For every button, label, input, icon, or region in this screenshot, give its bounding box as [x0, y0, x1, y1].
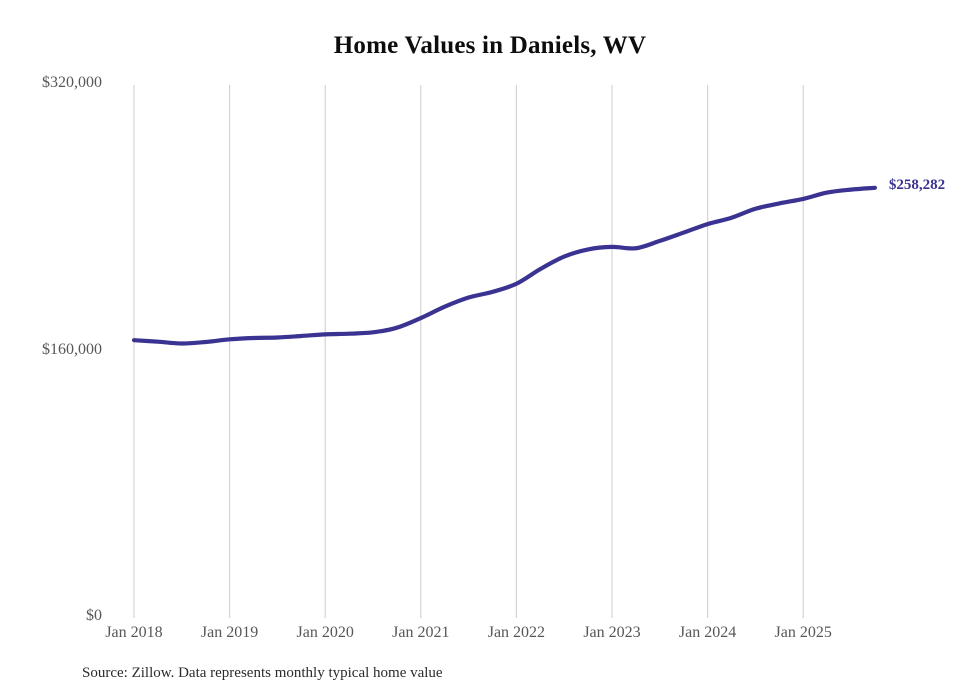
- x-axis-tick-label: Jan 2024: [678, 624, 737, 641]
- source-note: Source: Zillow. Data represents monthly …: [82, 665, 443, 681]
- x-axis-tick-label: Jan 2023: [583, 624, 641, 641]
- x-axis-tick-label: Jan 2022: [487, 624, 546, 641]
- end-value-label: $258,282: [888, 176, 946, 193]
- chart-title: Home Values in Daniels, WV: [333, 32, 647, 59]
- y-axis-tick-label: $0: [86, 607, 102, 624]
- y-axis-tick-label: $160,000: [42, 340, 102, 358]
- x-axis-tick-label: Jan 2021: [392, 624, 450, 641]
- y-axis-tick-label: $320,000: [42, 74, 102, 91]
- x-axis-tick-label: Jan 2019: [200, 624, 259, 641]
- value-line-series: [131, 185, 877, 346]
- x-axis-tick-label: Jan 2020: [296, 624, 354, 641]
- gridlines: [133, 85, 804, 618]
- x-axis-tick-label: Jan 2025: [774, 624, 832, 641]
- x-axis-tick-label: Jan 2018: [105, 624, 163, 641]
